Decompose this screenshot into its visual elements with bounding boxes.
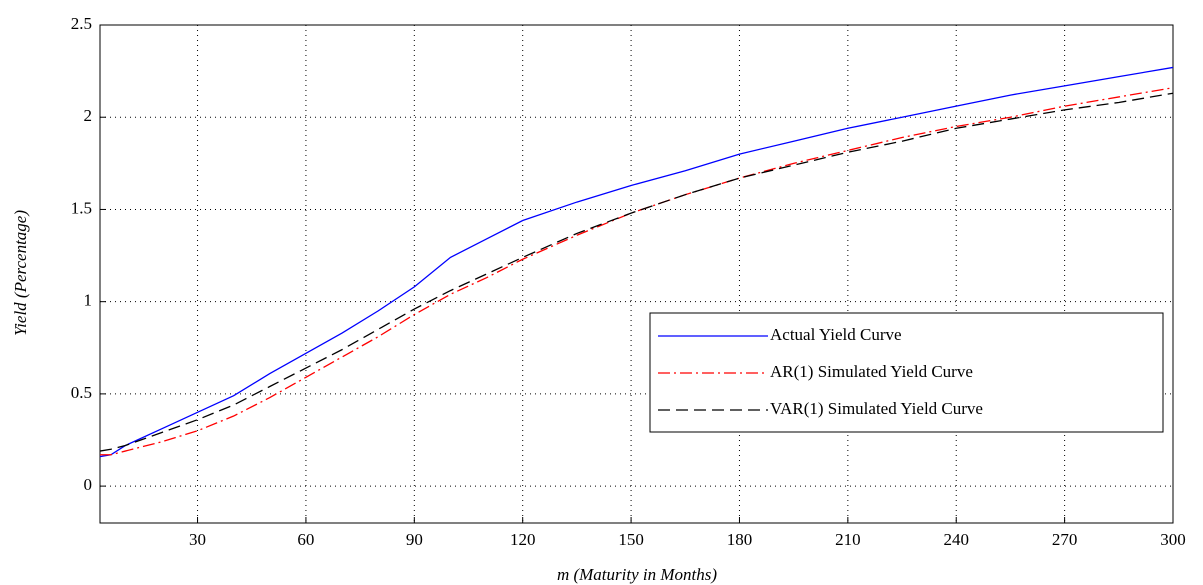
plot-frame bbox=[99, 24, 1174, 524]
y-tick-label: 0.5 bbox=[71, 383, 92, 402]
series-line bbox=[99, 92, 1174, 452]
legend-label: VAR(1) Simulated Yield Curve bbox=[770, 399, 983, 418]
x-tick-label: 150 bbox=[618, 530, 644, 549]
y-tick-label: 0 bbox=[84, 475, 93, 494]
x-tick-label: 300 bbox=[1160, 530, 1186, 549]
y-tick-label: 1 bbox=[84, 291, 93, 310]
x-tick-label: 270 bbox=[1052, 530, 1078, 549]
series-line bbox=[99, 66, 1174, 458]
x-tick-label: 90 bbox=[406, 530, 423, 549]
series-line bbox=[100, 87, 1174, 456]
x-tick-label: 240 bbox=[943, 530, 969, 549]
x-tick-label: 120 bbox=[510, 530, 536, 549]
x-tick-label: 60 bbox=[297, 530, 314, 549]
x-tick-label: 180 bbox=[727, 530, 753, 549]
y-tick-label: 2 bbox=[84, 106, 93, 125]
x-axis-label: m (Maturity in Months) bbox=[557, 565, 717, 584]
x-tick-label: 210 bbox=[835, 530, 861, 549]
x-tick-label: 30 bbox=[189, 530, 206, 549]
y-tick-label: 2.5 bbox=[71, 14, 92, 33]
legend-label: AR(1) Simulated Yield Curve bbox=[770, 362, 973, 381]
legend-label: Actual Yield Curve bbox=[770, 325, 902, 344]
y-tick-label: 1.5 bbox=[71, 198, 92, 217]
y-axis-label: Yield (Percentage) bbox=[11, 210, 30, 336]
